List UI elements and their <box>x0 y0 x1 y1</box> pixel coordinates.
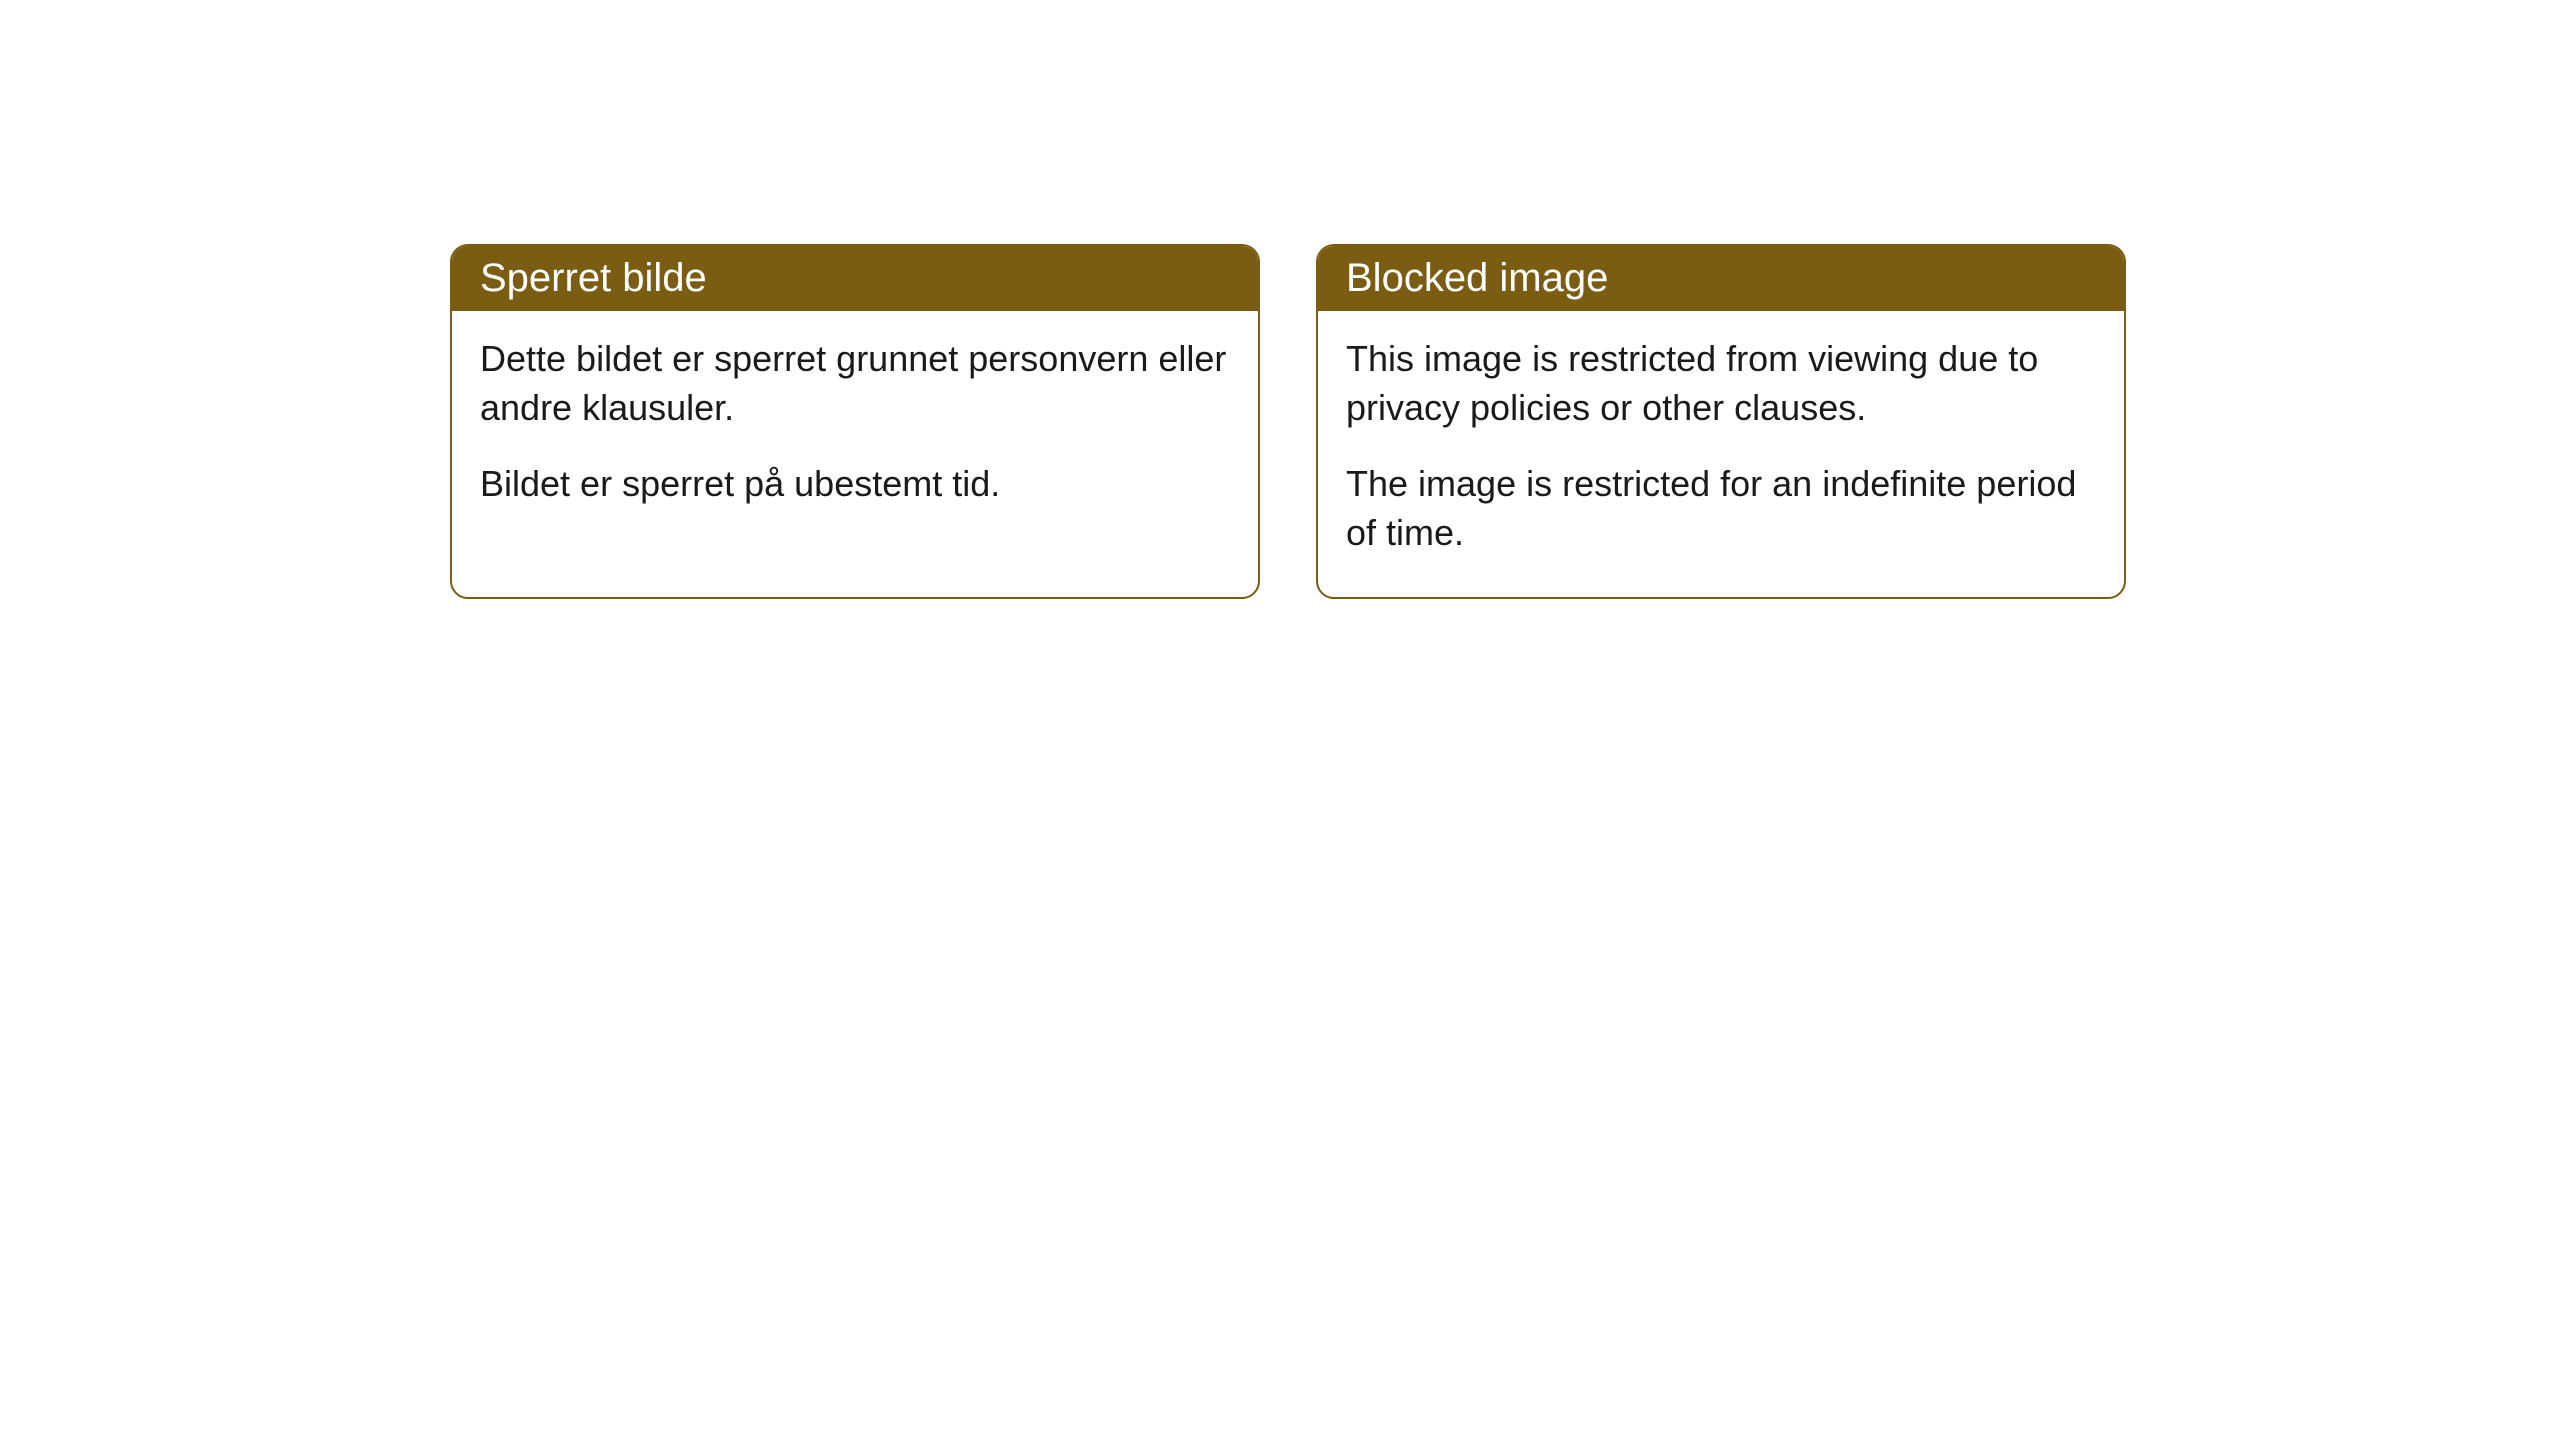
card-text-english-2: The image is restricted for an indefinit… <box>1346 460 2096 557</box>
card-text-english-1: This image is restricted from viewing du… <box>1346 335 2096 432</box>
card-body-english: This image is restricted from viewing du… <box>1318 311 2124 597</box>
card-title-english: Blocked image <box>1318 246 2124 311</box>
notice-card-english: Blocked image This image is restricted f… <box>1316 244 2126 599</box>
card-title-norwegian: Sperret bilde <box>452 246 1258 311</box>
card-body-norwegian: Dette bildet er sperret grunnet personve… <box>452 311 1258 549</box>
card-text-norwegian-2: Bildet er sperret på ubestemt tid. <box>480 460 1230 509</box>
notice-cards-container: Sperret bilde Dette bildet er sperret gr… <box>450 244 2126 599</box>
card-text-norwegian-1: Dette bildet er sperret grunnet personve… <box>480 335 1230 432</box>
notice-card-norwegian: Sperret bilde Dette bildet er sperret gr… <box>450 244 1260 599</box>
